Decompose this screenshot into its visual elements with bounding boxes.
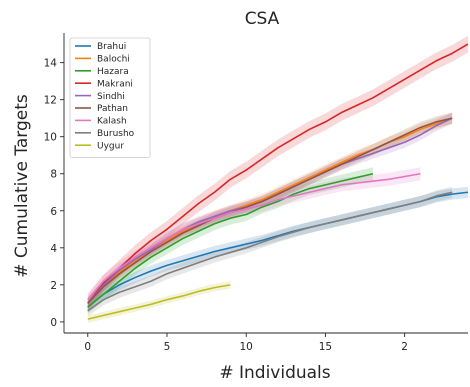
band-makrani: [87, 35, 468, 312]
band-kalash: [87, 167, 421, 307]
legend-label-burusho: Burusho: [97, 129, 135, 139]
y-tick-label: 4: [50, 243, 57, 255]
legend-label-sindhi: Sindhi: [97, 92, 125, 102]
band-burusho: [87, 186, 453, 317]
legend-label-brahui: Brahui: [97, 42, 126, 52]
y-tick-label: 12: [44, 95, 57, 107]
y-tick-label: 14: [44, 58, 58, 70]
series-line-makrani: [87, 43, 469, 304]
y-tick-label: 2: [50, 280, 57, 292]
series-line-pathan: [87, 117, 453, 304]
x-axis-label: # Individuals: [219, 363, 330, 383]
legend-label-makrani: Makrani: [97, 79, 133, 89]
x-tick-label: 0: [84, 341, 91, 353]
x-tick-label: 10: [240, 341, 253, 353]
y-tick-label: 8: [50, 169, 57, 181]
y-tick-label: 6: [50, 206, 57, 218]
series-lines: [87, 43, 469, 320]
series-line-hazara: [87, 172, 374, 308]
legend-label-pathan: Pathan: [97, 104, 128, 114]
legend-frame: [69, 37, 151, 158]
band-hazara: [87, 167, 373, 314]
x-tick-label: 15: [319, 341, 332, 353]
y-tick-label: 0: [50, 317, 57, 329]
y-tick-label: 10: [44, 132, 57, 144]
band-sindhi: [87, 112, 453, 309]
series-line-kalash: [87, 172, 421, 301]
chart-title: CSA: [245, 9, 280, 29]
legend: Brahui Balochi Hazara Makrani Sindhi Pathan Ka…: [69, 37, 151, 158]
y-axis-label: # Cumulative Targets: [12, 94, 32, 278]
legend-label-uygur: Uygur: [97, 141, 124, 151]
x-tick-label: 2: [401, 341, 408, 353]
series-line-uygur: [87, 284, 231, 320]
band-brahui: [87, 186, 468, 313]
legend-label-hazara: Hazara: [97, 67, 129, 77]
series-line-burusho: [87, 191, 453, 312]
x-tick-label: 5: [164, 341, 171, 353]
legend-label-kalash: Kalash: [97, 117, 127, 127]
legend-label-balochi: Balochi: [97, 55, 130, 65]
